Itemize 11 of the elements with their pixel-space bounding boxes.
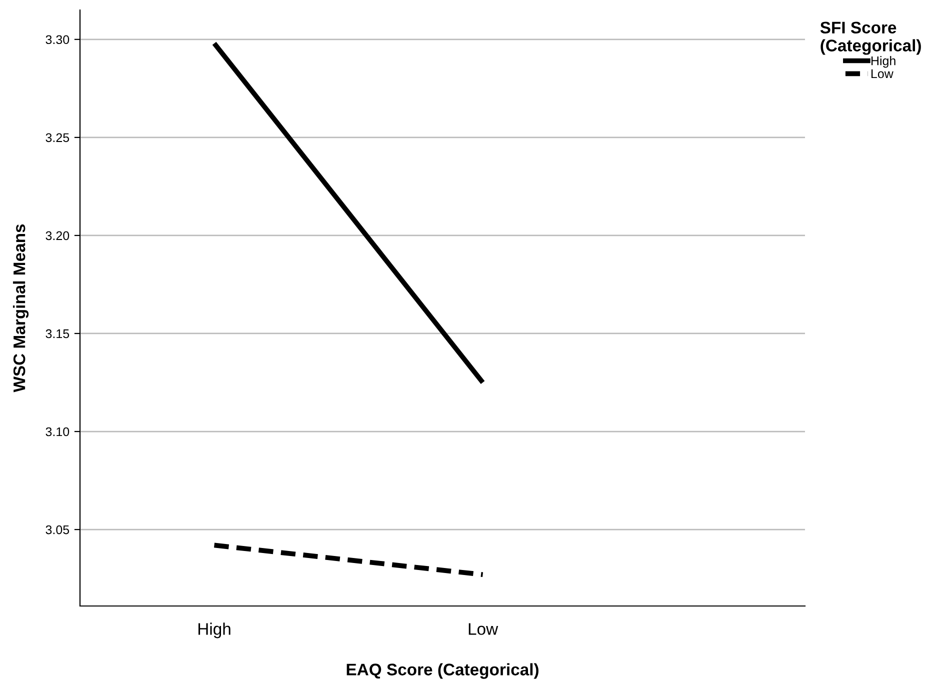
- y-tick-label: 3.25: [46, 133, 70, 142]
- y-tick-label: 3.10: [46, 427, 70, 436]
- y-tick-label: 3.20: [46, 231, 70, 240]
- y-tick-label: 3.15: [46, 329, 70, 338]
- legend-title: SFI Score (Categorical): [820, 22, 921, 55]
- y-tick-label: 3.30: [46, 35, 70, 44]
- x-axis-title: EAQ Score (Categorical): [346, 663, 538, 679]
- y-axis-title: WSC Marginal Means: [12, 224, 29, 392]
- legend-label: High: [871, 56, 896, 68]
- y-tick-label: 3.05: [46, 525, 70, 534]
- legend-label: Low: [871, 69, 894, 78]
